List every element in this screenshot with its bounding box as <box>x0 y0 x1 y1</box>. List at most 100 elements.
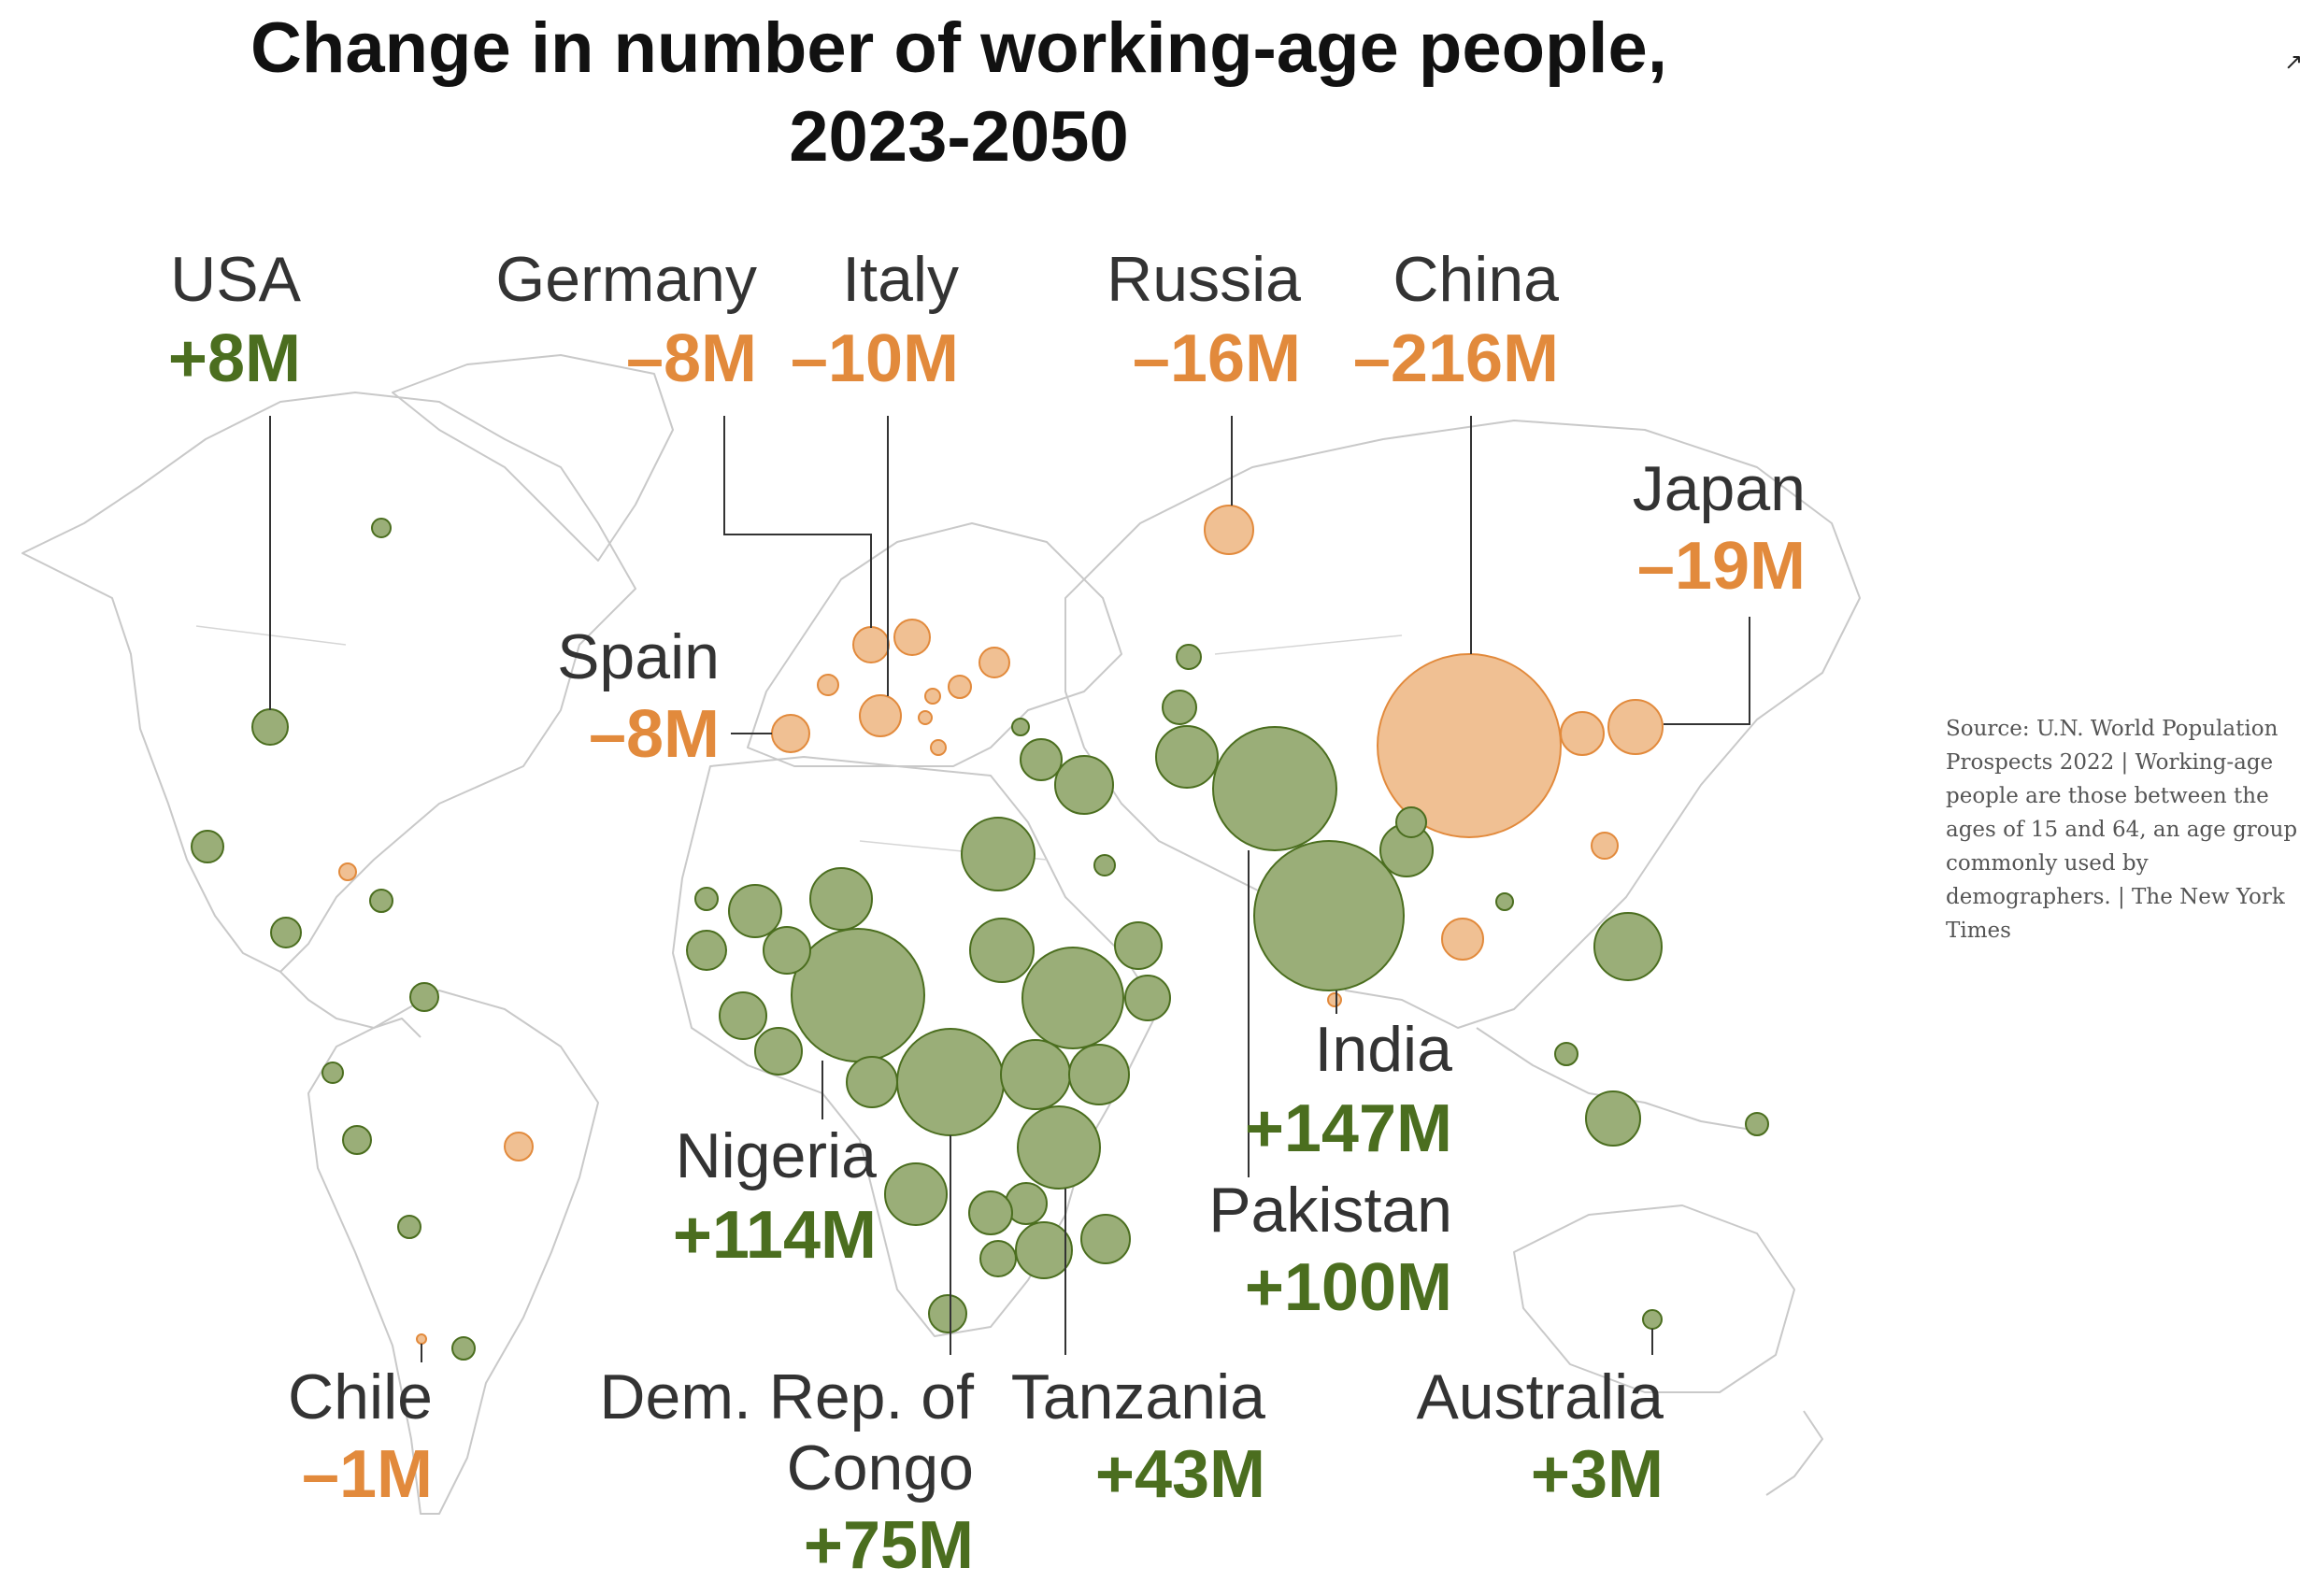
bubble-cameroon <box>846 1056 898 1108</box>
country-labels: USA +8M Germany –8M Italy –10M Russia –1… <box>168 244 1806 1583</box>
bubble-turkey <box>1011 718 1030 736</box>
label-name-italy: Italy <box>842 244 959 315</box>
bubble-colombia <box>321 1062 344 1084</box>
coastline-greenland <box>392 354 674 562</box>
bubble-south-africa <box>928 1294 967 1333</box>
bubble-yemen <box>1114 921 1163 970</box>
leader-germany <box>723 416 872 628</box>
coastline-south-america <box>307 990 599 1515</box>
bubble-somalia <box>1124 975 1171 1021</box>
bubble-poland <box>893 619 931 656</box>
bubble-korea <box>1560 711 1605 756</box>
label-value-india: +147M <box>1245 1091 1452 1166</box>
bubble-argentina <box>451 1336 476 1361</box>
bubble-madagascar <box>1080 1214 1131 1264</box>
bubble-ukraine <box>978 647 1010 678</box>
label-name-usa: USA <box>170 244 301 315</box>
bubble-indonesia <box>1585 1090 1641 1147</box>
bubble-malaysia <box>1554 1042 1578 1066</box>
bubble-uganda <box>1000 1039 1071 1110</box>
label-name-australia: Australia <box>1416 1361 1664 1432</box>
bubble-uzbekistan <box>1162 690 1197 725</box>
bubble-sri-lanka <box>1327 992 1342 1007</box>
coastline-asia <box>1064 420 1861 1029</box>
bubble-venezuela <box>409 982 439 1012</box>
bubble-pakistan <box>1212 726 1337 851</box>
bubble-tanzania <box>1017 1105 1101 1190</box>
label-value-australia: +3M <box>1531 1437 1664 1512</box>
bubble-layer <box>191 505 1769 1361</box>
label-name-tanzania: Tanzania <box>1011 1361 1265 1432</box>
bubble-philippines <box>1593 912 1663 981</box>
bubble-kazakhstan <box>1176 644 1202 670</box>
bubble-vietnam <box>1495 892 1514 911</box>
label-name-pakistan: Pakistan <box>1208 1175 1452 1246</box>
label-name-congo-line-2: Congo <box>787 1432 974 1503</box>
label-value-china: –216M <box>1353 321 1559 396</box>
bubble-chad <box>969 918 1035 983</box>
bubble-hungary <box>924 688 941 705</box>
label-name-congo-line-1: Dem. Rep. of <box>599 1361 974 1432</box>
bubble-afghanistan <box>1155 725 1219 789</box>
bubble-greece <box>930 739 947 756</box>
bubble-mozambique <box>1015 1221 1073 1279</box>
label-name-germany: Germany <box>495 244 757 315</box>
bubble-guinea <box>686 930 727 971</box>
bubble-brazil <box>504 1132 534 1161</box>
label-name-russia: Russia <box>1107 244 1301 315</box>
bubble-iraq <box>1020 738 1063 781</box>
bubble-ivory-coast <box>754 1027 803 1076</box>
label-name-china: China <box>1393 244 1559 315</box>
bubble-congo <box>896 1028 1005 1136</box>
label-value-italy: –10M <box>791 321 959 396</box>
bubble-china <box>1377 653 1562 838</box>
label-value-spain: –8M <box>589 697 720 772</box>
expand-icon[interactable]: ↗ <box>2284 49 2304 75</box>
bubble-burkina-faso <box>763 926 811 975</box>
border-line <box>1214 634 1403 655</box>
bubble-zambia <box>968 1190 1013 1235</box>
bubble-sudan <box>961 817 1036 891</box>
bubble-nigeria <box>791 928 925 1062</box>
bubble-mali <box>728 884 782 938</box>
coastline-new-zealand <box>1765 1410 1823 1496</box>
coastline-north-america <box>21 392 636 973</box>
coastline-central-america <box>279 971 421 1038</box>
label-value-germany: –8M <box>626 321 757 396</box>
bubble-niger <box>809 867 873 931</box>
bubble-italy <box>859 694 902 737</box>
bubble-ghana <box>719 991 767 1040</box>
leader-japan <box>1664 617 1750 725</box>
bubble-india <box>1253 840 1405 991</box>
bubble-thailand <box>1441 918 1484 961</box>
bubble-kenya <box>1068 1044 1130 1105</box>
label-value-russia: –16M <box>1133 321 1301 396</box>
bubble-france <box>817 674 839 696</box>
bubble-usa <box>251 708 289 746</box>
bubble-angola <box>884 1162 948 1226</box>
label-value-tanzania: +43M <box>1095 1437 1265 1512</box>
bubble-senegal <box>694 887 719 911</box>
label-name-japan: Japan <box>1633 453 1806 524</box>
label-name-spain: Spain <box>557 621 720 692</box>
label-name-nigeria: Nigeria <box>676 1120 878 1191</box>
bubble-ethiopia <box>1021 947 1124 1049</box>
bubble-chile <box>416 1333 427 1345</box>
bubble-guatemala <box>270 917 302 948</box>
bubble-australia <box>1642 1309 1663 1330</box>
bubble-egypt <box>1054 755 1114 815</box>
coastline-australia <box>1513 1204 1795 1393</box>
leader-lines <box>269 416 1750 1362</box>
bubble-iran <box>1093 854 1116 876</box>
bubble-canada <box>371 518 392 538</box>
bubble-myanmar <box>1395 806 1427 838</box>
map-title-line-2: 2023-2050 <box>789 97 1128 177</box>
bubble-serbia <box>918 710 933 725</box>
bubble-bolivia <box>397 1215 421 1239</box>
bubble-japan <box>1607 699 1664 755</box>
bubble-haiti <box>369 889 393 913</box>
bubble-spain <box>771 714 810 753</box>
bubble-zimbabwe <box>979 1240 1017 1277</box>
coastline-africa <box>672 756 1160 1337</box>
